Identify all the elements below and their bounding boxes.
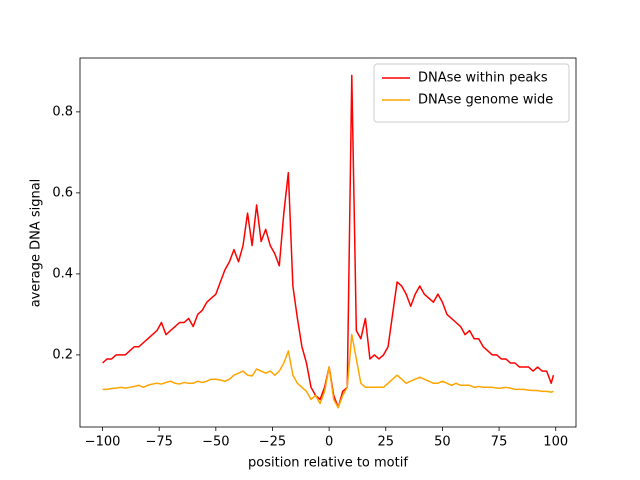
legend-label: DNAse genome wide (418, 93, 553, 108)
legend-box (373, 63, 570, 123)
x-tick-label: 0 (325, 435, 333, 450)
x-tick-label: 100 (543, 435, 568, 450)
x-tick-label: −50 (202, 435, 229, 450)
y-tick-label: 0.2 (52, 347, 73, 362)
x-tick-label: 75 (491, 435, 508, 450)
x-axis-label: position relative to motif (248, 456, 408, 471)
y-tick-label: 0.8 (52, 104, 73, 119)
x-tick-label: 25 (378, 435, 395, 450)
x-tick-label: −75 (145, 435, 172, 450)
plot-frame (79, 57, 577, 428)
x-tick-label: −25 (259, 435, 286, 450)
y-axis-label: average DNA signal (29, 179, 44, 308)
y-tick-label: 0.4 (52, 266, 73, 281)
legend-label: DNAse within peaks (418, 71, 548, 86)
data-line (102, 333, 554, 409)
x-tick-label: −100 (85, 435, 121, 450)
y-tick-label: 0.6 (52, 185, 73, 200)
x-tick-label: 50 (434, 435, 451, 450)
